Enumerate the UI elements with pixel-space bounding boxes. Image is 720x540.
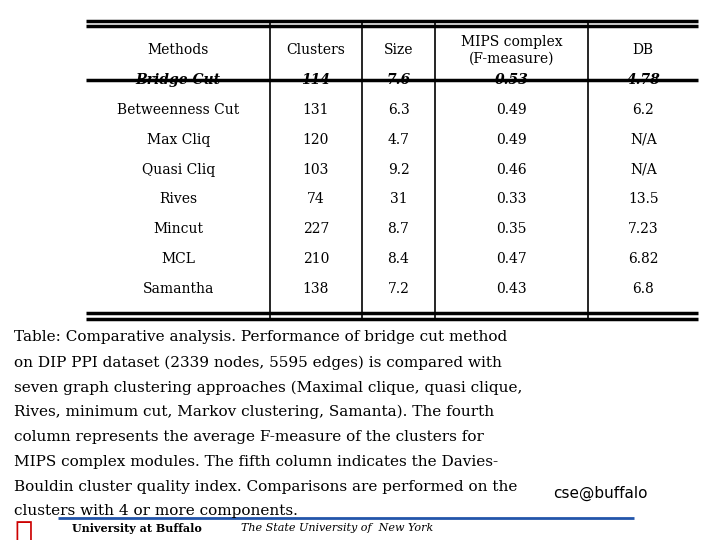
Text: 6.3: 6.3	[387, 103, 410, 117]
Text: 0.46: 0.46	[496, 163, 527, 177]
Text: DB: DB	[633, 43, 654, 57]
Text: Rives, minimum cut, Markov clustering, Samanta). The fourth: Rives, minimum cut, Markov clustering, S…	[14, 405, 495, 420]
Text: 31: 31	[390, 192, 408, 206]
Text: Methods: Methods	[148, 43, 209, 57]
Text: MIPS complex modules. The fifth column indicates the Davies-: MIPS complex modules. The fifth column i…	[14, 455, 498, 469]
Text: 4.78: 4.78	[626, 73, 660, 87]
Text: clusters with 4 or more components.: clusters with 4 or more components.	[14, 504, 298, 518]
Text: 0.49: 0.49	[496, 133, 527, 147]
Text: MCL: MCL	[161, 252, 195, 266]
Text: 103: 103	[302, 163, 329, 177]
Text: 138: 138	[302, 282, 329, 296]
Text: 7.23: 7.23	[628, 222, 659, 236]
Text: MIPS complex
(F-measure): MIPS complex (F-measure)	[461, 35, 562, 65]
Text: 7.6: 7.6	[387, 73, 410, 87]
Text: Size: Size	[384, 43, 413, 57]
Text: 0.49: 0.49	[496, 103, 527, 117]
Text: 74: 74	[307, 192, 325, 206]
Text: on DIP PPI dataset (2339 nodes, 5595 edges) is compared with: on DIP PPI dataset (2339 nodes, 5595 edg…	[14, 355, 503, 370]
Text: Betweenness Cut: Betweenness Cut	[117, 103, 239, 117]
Text: 4.7: 4.7	[387, 133, 410, 147]
Text: 6.2: 6.2	[632, 103, 654, 117]
Text: 0.35: 0.35	[497, 222, 527, 236]
Text: 0.53: 0.53	[495, 73, 528, 87]
Text: 6.82: 6.82	[628, 252, 659, 266]
Text: Mincut: Mincut	[153, 222, 203, 236]
Text: 8.7: 8.7	[387, 222, 410, 236]
Text: 0.43: 0.43	[496, 282, 527, 296]
Text: Quasi Cliq: Quasi Cliq	[142, 163, 215, 177]
Text: 114: 114	[302, 73, 330, 87]
Text: 8.4: 8.4	[387, 252, 410, 266]
Text: 227: 227	[302, 222, 329, 236]
Text: 7.2: 7.2	[387, 282, 410, 296]
Text: Ⓤ: Ⓤ	[14, 521, 32, 540]
Text: 120: 120	[302, 133, 329, 147]
Text: seven graph clustering approaches (Maximal clique, quasi clique,: seven graph clustering approaches (Maxim…	[14, 380, 523, 395]
Text: 0.33: 0.33	[497, 192, 527, 206]
Text: Table: Comparative analysis. Performance of bridge cut method: Table: Comparative analysis. Performance…	[14, 330, 508, 345]
Text: University at Buffalo: University at Buffalo	[72, 523, 202, 534]
Text: 13.5: 13.5	[628, 192, 659, 206]
Text: N/A: N/A	[630, 163, 657, 177]
Text: 0.47: 0.47	[496, 252, 527, 266]
Text: column represents the average F-measure of the clusters for: column represents the average F-measure …	[14, 430, 485, 444]
Text: Rives: Rives	[159, 192, 197, 206]
Text: 210: 210	[302, 252, 329, 266]
Text: Max Cliq: Max Cliq	[146, 133, 210, 147]
Text: Bridge Cut: Bridge Cut	[135, 73, 221, 87]
Text: 9.2: 9.2	[387, 163, 410, 177]
Text: 6.8: 6.8	[632, 282, 654, 296]
Text: 131: 131	[302, 103, 329, 117]
Text: Bouldin cluster quality index. Comparisons are performed on the: Bouldin cluster quality index. Compariso…	[14, 480, 518, 494]
Text: cse@buffalo: cse@buffalo	[554, 486, 648, 501]
Text: Samantha: Samantha	[143, 282, 214, 296]
Text: Clusters: Clusters	[287, 43, 346, 57]
Text: N/A: N/A	[630, 133, 657, 147]
Text: The State University of  New York: The State University of New York	[241, 523, 433, 533]
